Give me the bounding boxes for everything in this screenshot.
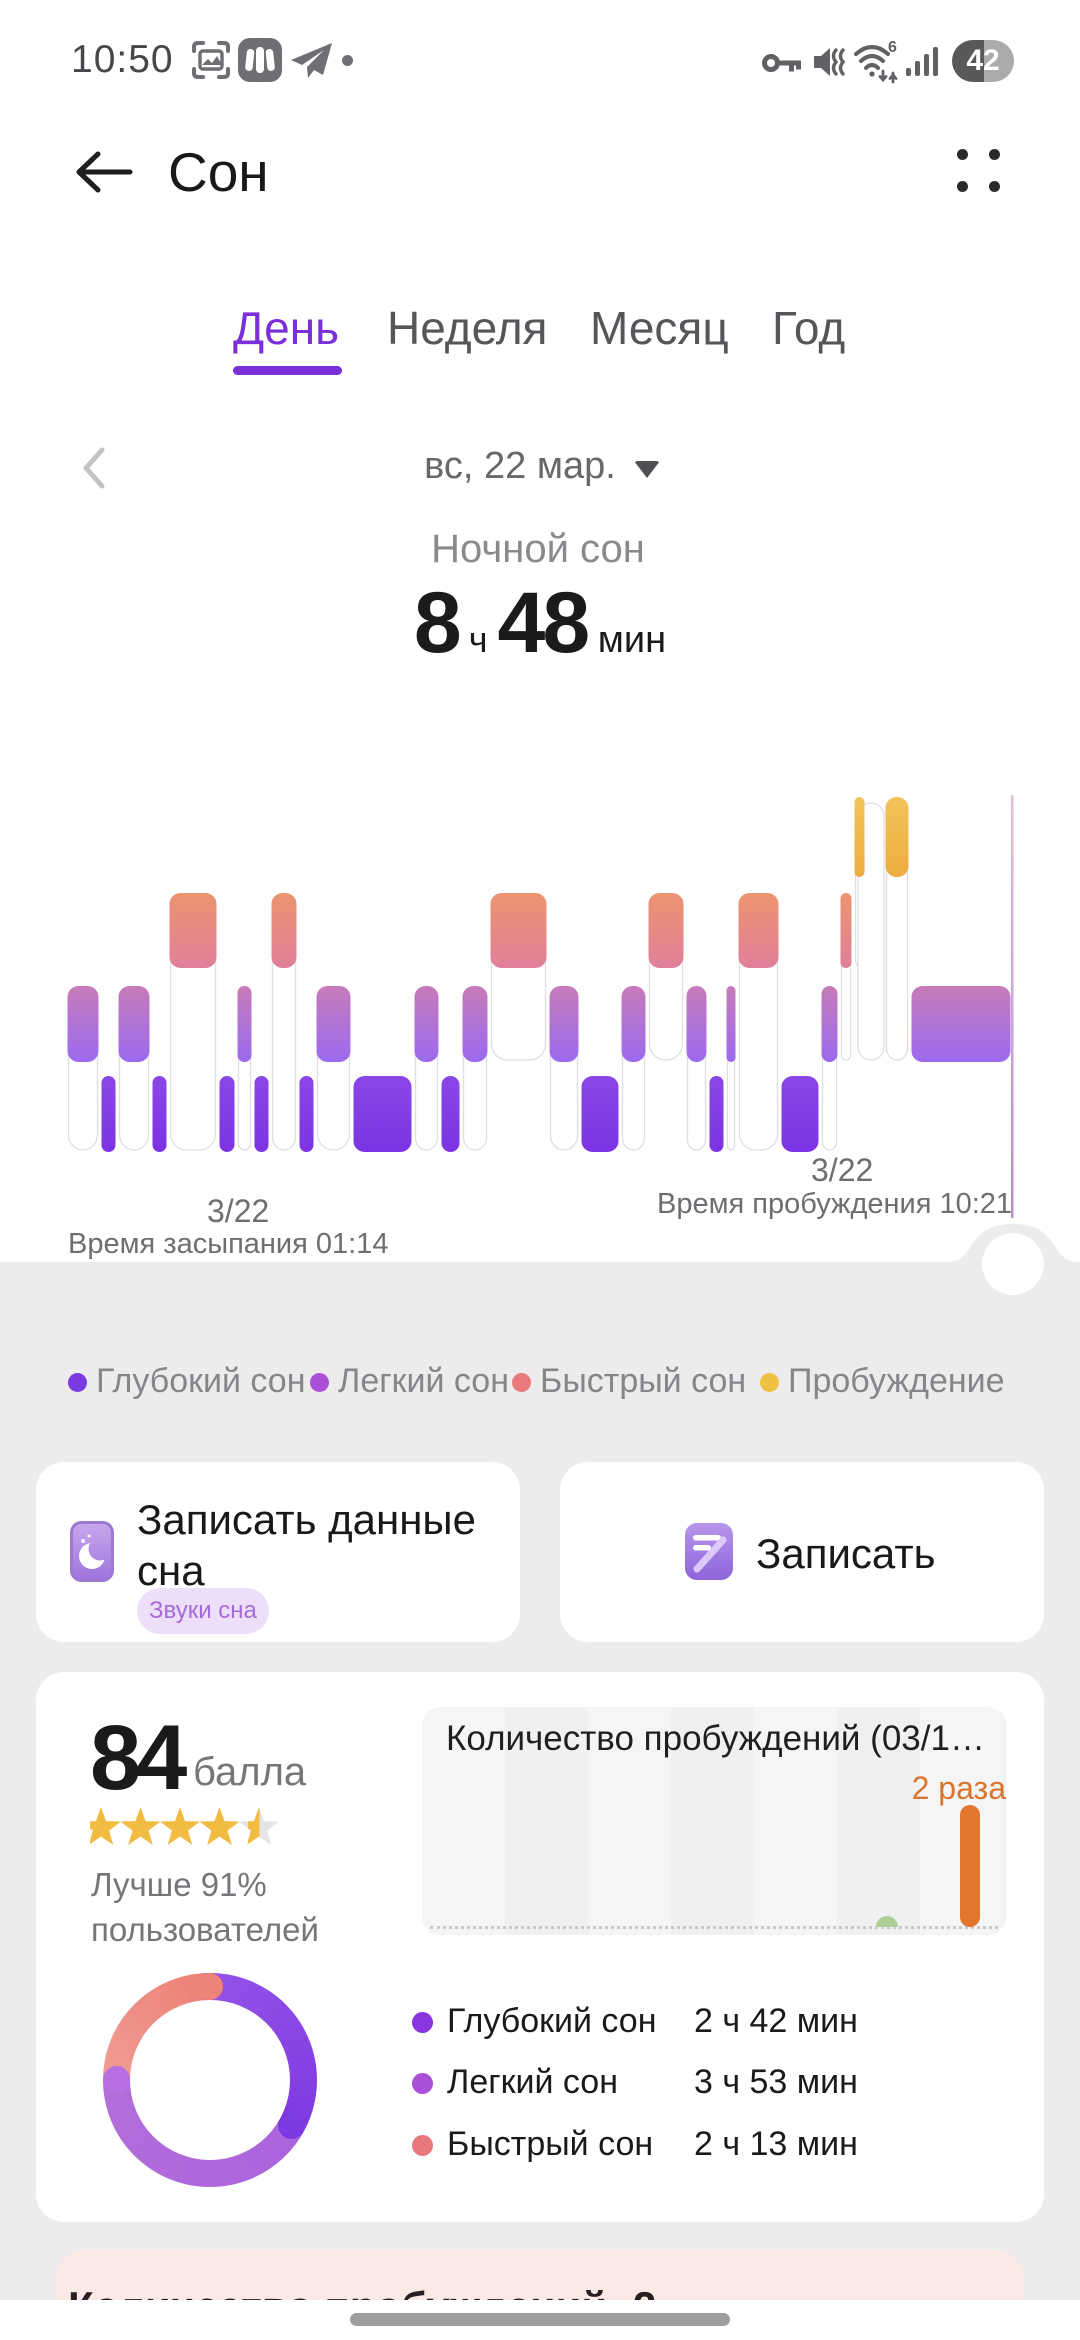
svg-text:6: 6	[888, 39, 897, 56]
